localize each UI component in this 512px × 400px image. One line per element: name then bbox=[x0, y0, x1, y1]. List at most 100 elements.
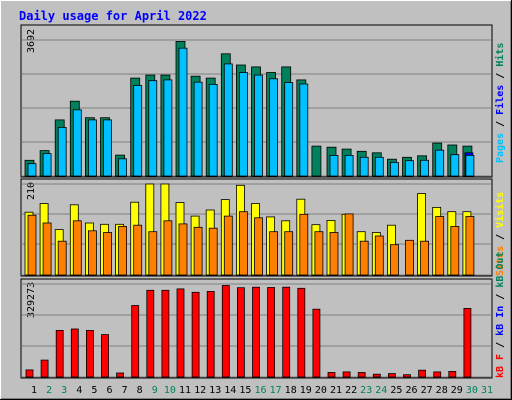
bar-kbf-day-29 bbox=[448, 370, 457, 378]
x-tick-label-day-13: 13 bbox=[209, 385, 221, 396]
bar-sites-day-23 bbox=[359, 240, 369, 276]
x-axis-labels: 1 2 3 4 5 6 7 8 9 10 11 12 13 14 15 16 17 18 19 20 21 22 23 24 2… bbox=[31, 385, 493, 396]
bar-pages-day-16 bbox=[254, 74, 263, 177]
bar-sites-day-11 bbox=[178, 223, 188, 276]
x-tick-label-day-12: 12 bbox=[194, 385, 206, 396]
bar-pages-day-6 bbox=[103, 119, 112, 177]
x-tick-label-day-4: 4 bbox=[76, 385, 82, 396]
bar-kbf-day-22 bbox=[342, 371, 351, 378]
middle-max-label: 210 bbox=[26, 182, 37, 200]
legend-sep-1: / bbox=[495, 115, 506, 133]
bar-kbf-day-26 bbox=[403, 374, 411, 378]
x-tick-label-day-23: 23 bbox=[360, 385, 372, 396]
x-tick-label-day-19: 19 bbox=[300, 385, 312, 396]
bar-kbf-day-6 bbox=[101, 334, 109, 378]
x-tick-label-day-9: 9 bbox=[152, 385, 158, 396]
bar-pages-day-8 bbox=[133, 85, 143, 177]
legend-top: Pages / Files / Hits bbox=[494, 43, 506, 163]
bar-pages-day-4 bbox=[72, 109, 82, 177]
top-max-label: 3692 bbox=[26, 29, 37, 53]
bar-kbf-day-24 bbox=[372, 373, 381, 378]
bar-kbf-day-14 bbox=[221, 285, 230, 378]
bar-sites-day-1 bbox=[27, 214, 37, 276]
bar-sites-day-26 bbox=[405, 239, 414, 276]
bar-sites-day-3 bbox=[57, 240, 67, 276]
legend-kbin: kB In bbox=[495, 306, 506, 336]
bar-kbf-day-10 bbox=[161, 289, 170, 378]
x-tick-label-day-1: 1 bbox=[31, 385, 37, 396]
bar-sites-day-15 bbox=[238, 211, 248, 276]
bar-sites-day-10 bbox=[163, 220, 173, 276]
bar-kbf-day-11 bbox=[176, 288, 185, 378]
bar-pages-day-5 bbox=[88, 119, 97, 177]
legend-kbout: kB Out bbox=[495, 252, 506, 288]
bar-pages-day-30 bbox=[465, 154, 475, 177]
bar-kbf-day-12 bbox=[191, 291, 200, 378]
legend-sep-3: / bbox=[495, 228, 506, 246]
bar-pages-day-11 bbox=[178, 47, 188, 177]
legend-files: Files bbox=[494, 85, 506, 115]
bar-pages-day-27 bbox=[420, 159, 430, 177]
bar-sites-day-16 bbox=[254, 217, 263, 276]
x-tick-label-day-31: 31 bbox=[481, 385, 493, 396]
x-tick-label-day-6: 6 bbox=[106, 385, 112, 396]
legend-pages: Pages bbox=[495, 133, 506, 163]
x-tick-label-day-16: 16 bbox=[254, 385, 266, 396]
bar-pages-day-3 bbox=[57, 127, 67, 177]
x-tick-label-day-18: 18 bbox=[285, 385, 297, 396]
x-tick-label-day-20: 20 bbox=[315, 385, 327, 396]
bar-pages-day-21 bbox=[329, 154, 339, 177]
x-tick-label-day-5: 5 bbox=[91, 385, 97, 396]
x-tick-label-day-30: 30 bbox=[466, 385, 478, 396]
legend-sites: Sites bbox=[494, 246, 506, 276]
bar-kbf-day-20 bbox=[312, 308, 321, 378]
bar-kbf-day-9 bbox=[146, 289, 155, 378]
bar-pages-day-13 bbox=[208, 84, 218, 177]
bar-sites-day-29 bbox=[450, 226, 460, 276]
bar-kbf-day-4 bbox=[70, 328, 79, 378]
legend-bottom: kB F / kB In / kB Out bbox=[495, 252, 506, 378]
bar-kbf-day-23 bbox=[357, 372, 366, 378]
bar-sites-day-25 bbox=[389, 244, 399, 276]
chart-title: Daily usage for April 2022 bbox=[19, 9, 207, 23]
legend-sep-2: / bbox=[495, 67, 506, 85]
legend-sep-4: / bbox=[495, 336, 506, 354]
bar-sites-day-21 bbox=[329, 232, 339, 276]
bar-sites-day-30 bbox=[465, 216, 475, 276]
bar-pages-day-17 bbox=[269, 78, 279, 177]
x-tick-label-day-22: 22 bbox=[345, 385, 357, 396]
x-tick-label-day-2: 2 bbox=[46, 385, 52, 396]
bar-pages-day-25 bbox=[389, 162, 399, 177]
x-tick-label-day-11: 11 bbox=[179, 385, 191, 396]
x-tick-label-day-3: 3 bbox=[61, 385, 67, 396]
bar-sites-day-9 bbox=[148, 231, 158, 276]
bar-pages-day-24 bbox=[374, 156, 384, 177]
bar-sites-day-7 bbox=[118, 226, 127, 276]
x-tick-label-day-14: 14 bbox=[224, 385, 236, 396]
legend-hits: Hits bbox=[494, 43, 506, 67]
bar-kbf-day-27 bbox=[418, 369, 427, 378]
x-tick-label-day-21: 21 bbox=[330, 385, 342, 396]
x-tick-label-day-28: 28 bbox=[436, 385, 448, 396]
bar-kbf-day-18 bbox=[282, 286, 291, 378]
x-tick-label-day-15: 15 bbox=[239, 385, 251, 396]
bar-pages-day-19 bbox=[299, 83, 309, 177]
bar-kbf-day-28 bbox=[433, 371, 442, 378]
bar-kbf-day-25 bbox=[387, 373, 396, 378]
bar-pages-day-7 bbox=[118, 158, 127, 177]
x-tick-label-day-17: 17 bbox=[270, 385, 282, 396]
bar-kbf-day-8 bbox=[131, 305, 140, 378]
bar-sites-day-14 bbox=[223, 215, 233, 276]
legend-kbf: kB F bbox=[495, 354, 506, 378]
bar-sites-day-8 bbox=[133, 224, 143, 276]
bottom-max-label: 329273 bbox=[26, 282, 37, 318]
x-tick-label-day-7: 7 bbox=[122, 385, 128, 396]
x-tick-label-day-25: 25 bbox=[390, 385, 402, 396]
bar-pages-day-22 bbox=[344, 154, 354, 177]
bar-kbf-day-7 bbox=[116, 372, 124, 378]
x-tick-label-day-26: 26 bbox=[405, 385, 417, 396]
bar-hits-day-20 bbox=[311, 145, 322, 177]
bar-kbf-day-21 bbox=[327, 372, 336, 378]
bar-pages-day-12 bbox=[193, 81, 203, 177]
